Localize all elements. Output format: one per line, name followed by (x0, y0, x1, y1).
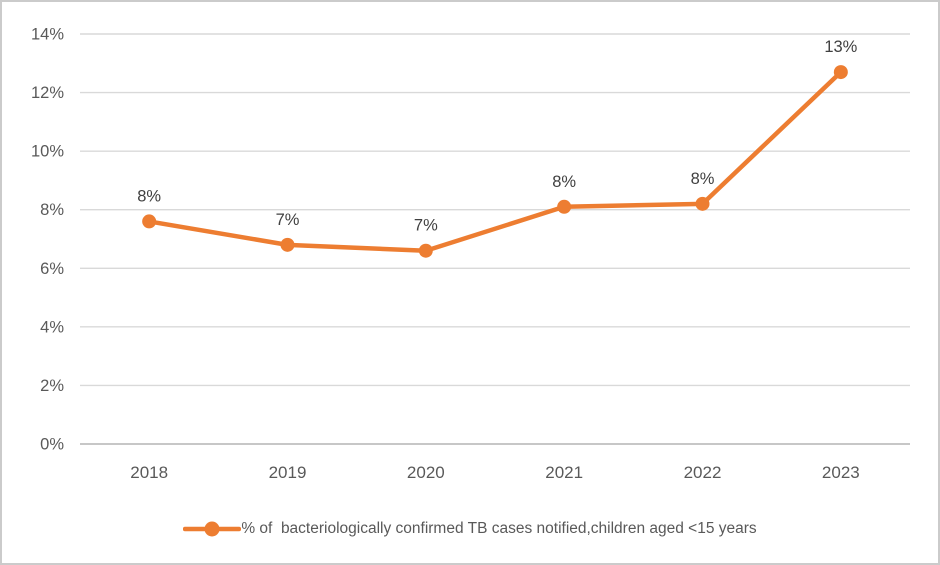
x-tick-label: 2018 (130, 463, 168, 482)
data-point-label: 7% (414, 217, 438, 235)
data-point-marker (833, 65, 848, 80)
series-line (146, 69, 844, 253)
data-point-label: 8% (691, 170, 715, 188)
data-point-marker (418, 243, 433, 258)
y-tick-label: 0% (40, 436, 64, 454)
x-tick-label: 2020 (407, 463, 445, 482)
y-tick-label: 12% (31, 84, 64, 102)
legend-line-marker-icon (183, 521, 242, 537)
line-chart-plot-area: 0% 2% 4% 6% 8% 10% 12% 14% 2018 2019 2020 2021 2022 2… (31, 26, 910, 482)
y-tick-label: 8% (40, 201, 64, 219)
y-tick-label: 6% (40, 260, 64, 278)
legend: % of bacteriologically confirmed TB case… (2, 512, 938, 546)
data-point-label: 8% (552, 173, 576, 191)
data-point-marker (142, 214, 157, 229)
y-tick-label: 14% (31, 26, 64, 44)
x-tick-label: 2023 (822, 463, 860, 482)
x-tick-label: 2022 (684, 463, 722, 482)
legend-dot-icon (204, 521, 220, 537)
y-tick-label: 4% (40, 318, 64, 336)
y-tick-label: 2% (40, 377, 64, 395)
data-point-label: 13% (824, 38, 857, 56)
x-tick-label: 2021 (545, 463, 583, 482)
data-point-marker (695, 196, 710, 211)
legend-label: % of bacteriologically confirmed TB case… (241, 520, 757, 537)
data-point-label: 7% (276, 211, 300, 229)
x-tick-label: 2019 (269, 463, 307, 482)
data-point-marker (557, 199, 572, 214)
data-point-marker (280, 237, 295, 252)
data-point-label: 8% (137, 187, 161, 205)
y-tick-label: 10% (31, 143, 64, 161)
